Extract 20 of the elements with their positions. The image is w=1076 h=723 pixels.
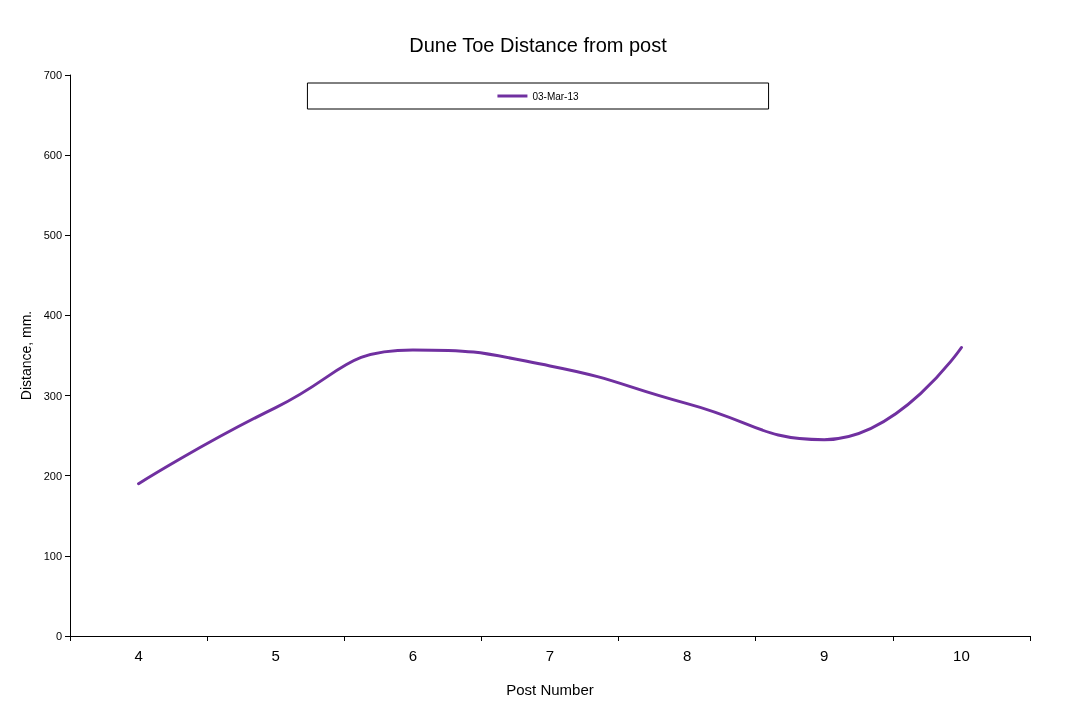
y-tick-label: 700 xyxy=(43,69,62,81)
y-tick-label: 500 xyxy=(43,229,62,242)
x-tick-label: 4 xyxy=(134,647,143,664)
legend-label: 03-Mar-13 xyxy=(532,90,579,102)
y-tick-label: 200 xyxy=(43,469,62,482)
y-tick-label: 0 xyxy=(55,630,62,642)
y-tick-label: 300 xyxy=(43,389,62,402)
y-tick-label: 600 xyxy=(43,149,62,162)
y-axis-title: Distance, mm. xyxy=(17,310,34,401)
y-tick-label: 100 xyxy=(43,549,62,562)
y-tick-label: 400 xyxy=(43,309,62,322)
x-tick-label: 5 xyxy=(271,647,280,664)
x-tick-label: 8 xyxy=(682,647,692,664)
line-series xyxy=(137,345,963,486)
x-tick-label: 7 xyxy=(545,647,555,664)
x-tick-label: 9 xyxy=(820,647,829,664)
x-axis-title: Post Number xyxy=(506,681,594,698)
x-tick-label: 6 xyxy=(408,647,418,664)
x-tick-label: 10 xyxy=(953,647,970,664)
chart-title: Dune Toe Distance from post xyxy=(409,34,668,56)
